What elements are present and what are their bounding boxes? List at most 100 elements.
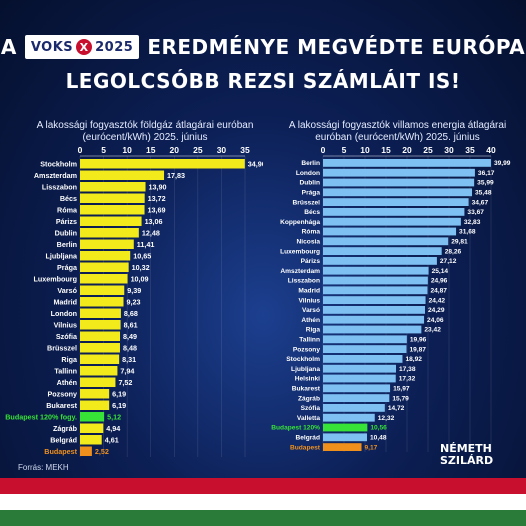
gas-bar — [80, 435, 102, 445]
electricity-category-label: Bécs — [304, 209, 320, 216]
logo-text-right: 2025 — [95, 39, 134, 55]
electricity-value-label: 14,72 — [388, 405, 405, 412]
electricity-category-label: Belgrád — [295, 434, 320, 441]
electricity-bar — [323, 306, 426, 314]
gas-tick-label: 15 — [146, 145, 156, 155]
electricity-category-label: Róma — [302, 229, 321, 236]
gas-bar — [80, 400, 110, 410]
electricity-tick-label: 0 — [321, 145, 326, 155]
gas-bar — [80, 216, 142, 226]
gas-value-label: 12,48 — [142, 228, 160, 237]
electricity-value-label: 24,96 — [431, 278, 448, 285]
gas-bar — [80, 320, 121, 330]
electricity-bar — [323, 443, 362, 451]
gas-bar — [80, 446, 92, 456]
electricity-value-label: 39,99 — [494, 160, 511, 167]
electricity-bar — [323, 364, 396, 373]
gas-value-label: 13,06 — [145, 217, 163, 226]
gas-value-label: 6,19 — [112, 389, 126, 398]
electricity-category-label: Luxembourg — [280, 248, 320, 255]
electricity-bar — [323, 188, 473, 197]
electricity-value-label: 10,56 — [370, 425, 387, 432]
gas-category-label: Dublin — [55, 228, 77, 237]
gas-bar — [80, 343, 120, 353]
gas-bar — [80, 412, 105, 422]
electricity-category-label: Athén — [301, 317, 320, 324]
gas-bar — [80, 251, 131, 261]
gas-tick-label: 25 — [193, 145, 203, 155]
gas-value-label: 4,94 — [106, 424, 120, 433]
electricity-value-label: 29,81 — [451, 238, 468, 245]
electricity-tick-label: 40 — [486, 145, 496, 155]
electricity-bar — [323, 266, 429, 275]
gas-category-label: Bécs — [60, 194, 77, 203]
gas-bar — [80, 159, 245, 169]
electricity-bar — [323, 208, 465, 216]
electricity-bar — [323, 168, 475, 177]
electricity-value-label: 15,97 — [393, 385, 410, 392]
electricity-value-label: 24,87 — [430, 287, 447, 294]
gas-value-label: 2,52 — [95, 447, 109, 456]
gas-value-label: 34,96 — [248, 159, 263, 168]
electricity-value-label: 10,48 — [370, 434, 387, 441]
gas-category-label: London — [51, 309, 77, 318]
electricity-value-label: 24,06 — [427, 317, 444, 324]
gas-category-label: Belgrád — [50, 435, 77, 444]
electricity-value-label: 28,26 — [445, 248, 462, 255]
electricity-category-label: Prága — [302, 189, 321, 196]
electricity-bar — [323, 433, 368, 442]
voks-2025-logo: VOKS X 2025 — [24, 35, 140, 59]
electricity-category-label: Zágráb — [298, 395, 320, 402]
gas-category-label: Vilnius — [54, 320, 77, 329]
electricity-tick-label: 35 — [465, 145, 475, 155]
headline-rest: EREDMÉNYE MEGVÉDTE EURÓPA — [147, 35, 526, 59]
electricity-category-label: Lisszabon — [288, 278, 320, 285]
electricity-category-label: London — [296, 170, 320, 177]
electricity-category-label: Berlin — [301, 160, 320, 167]
electricity-bar — [323, 423, 368, 432]
gas-bar — [80, 285, 125, 295]
gas-tick-label: 5 — [101, 145, 106, 155]
electricity-category-label: Budapest — [290, 444, 321, 451]
gas-category-label: Riga — [61, 355, 78, 364]
electricity-category-label: Ljubljana — [291, 366, 320, 373]
flag-stripe-red — [0, 478, 526, 494]
electricity-value-label: 24,29 — [428, 307, 445, 314]
electricity-category-label: Nicosia — [297, 238, 321, 245]
headline-line2: LEGOLCSÓBB REZSI SZÁMLÁIT IS! — [65, 69, 461, 93]
gas-bar — [80, 331, 121, 341]
electricity-bar — [323, 335, 407, 344]
electricity-category-label: Valletta — [297, 415, 320, 422]
gas-value-label: 8,48 — [123, 343, 137, 352]
gas-bar — [80, 205, 145, 215]
gas-bar — [80, 228, 139, 238]
gas-value-label: 10,65 — [133, 251, 151, 260]
gas-value-label: 8,31 — [122, 355, 136, 364]
gas-bar — [80, 182, 146, 192]
electricity-bar — [323, 315, 425, 324]
electricity-bar — [323, 384, 391, 393]
electricity-value-label: 35,48 — [475, 189, 492, 196]
gas-category-label: Amszterdam — [34, 171, 77, 180]
electricity-bar — [323, 159, 491, 167]
electricity-category-label: Dublin — [299, 180, 320, 187]
electricity-bar — [323, 286, 428, 295]
gas-bar — [80, 423, 104, 433]
electricity-value-label: 24,42 — [429, 297, 446, 304]
gas-value-label: 11,41 — [137, 240, 155, 249]
gas-bar — [80, 377, 116, 387]
gas-category-label: Lisszabon — [42, 182, 77, 191]
gas-category-label: Prága — [57, 263, 78, 272]
electricity-bar — [323, 345, 407, 353]
gas-bar — [80, 262, 129, 272]
electricity-category-label: Szófia — [301, 405, 321, 412]
gas-value-label: 8,61 — [124, 320, 138, 329]
electricity-bar — [323, 296, 426, 304]
gas-category-label: Párizs — [56, 217, 77, 226]
electricity-category-label: Brüsszel — [293, 199, 321, 206]
electricity-category-label: Varsó — [302, 307, 320, 314]
gas-bar — [80, 170, 165, 180]
electricity-category-label: Tallinn — [299, 336, 320, 343]
flag-stripe-white — [0, 494, 526, 510]
electricity-bar — [323, 227, 457, 236]
